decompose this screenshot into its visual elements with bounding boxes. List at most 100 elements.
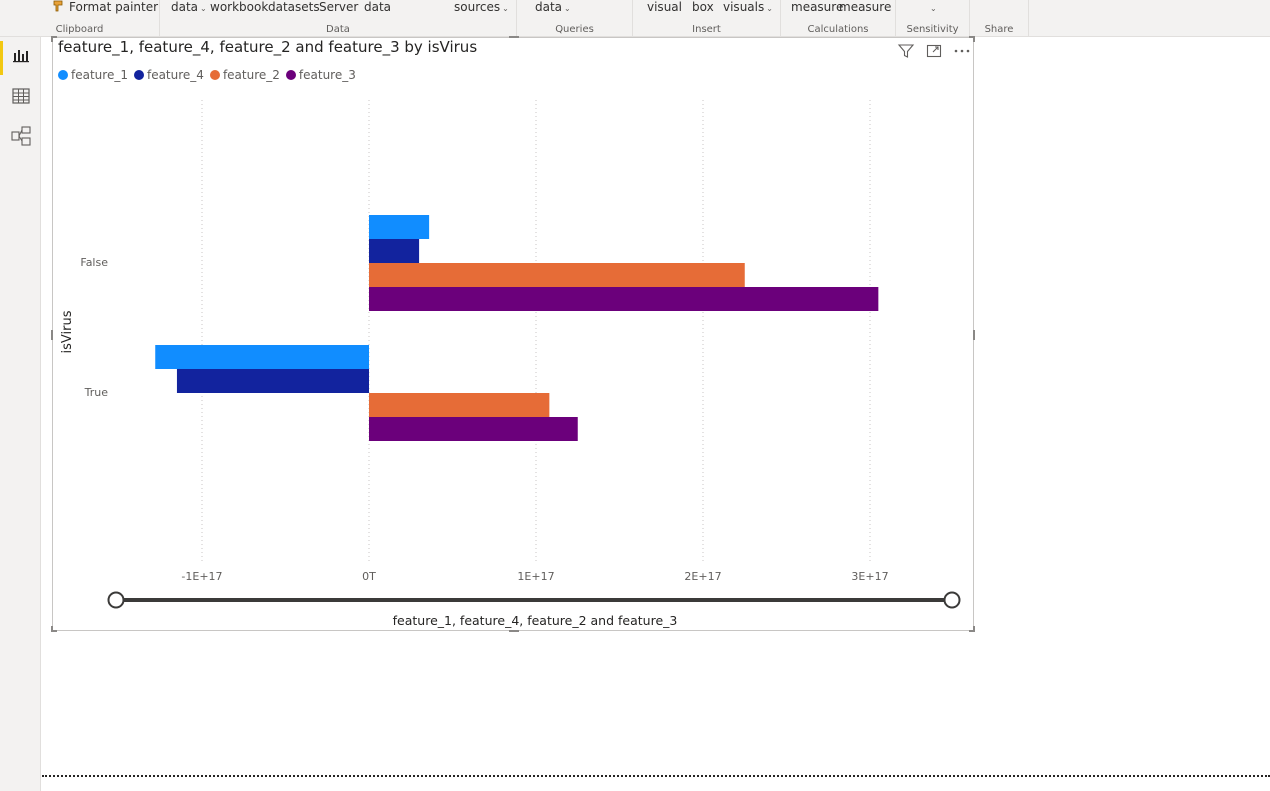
group-name-sensitivity: Sensitivity (906, 24, 959, 35)
bar-feature_4-true[interactable] (176, 369, 369, 393)
get-data-label: data (171, 0, 199, 14)
x-tick-label: 3E+17 (851, 570, 888, 583)
y-axis-title: isVirus (60, 310, 75, 353)
model-view-button[interactable] (10, 125, 32, 147)
enter-data-button[interactable]: data (364, 0, 391, 14)
sensitivity-dropdown[interactable]: ⌄ (928, 0, 937, 16)
resize-handle[interactable] (509, 630, 519, 632)
resize-handle[interactable] (973, 626, 975, 632)
legend-marker (209, 70, 220, 80)
group-name-share: Share (984, 24, 1014, 35)
resize-handle[interactable] (973, 36, 975, 42)
filter-button[interactable] (897, 42, 915, 60)
visual-container[interactable]: feature_1, feature_4, feature_2 and feat… (51, 36, 975, 632)
y-category-label: False (80, 256, 108, 269)
resize-handle[interactable] (969, 36, 975, 38)
x-tick-label: -1E+17 (181, 570, 222, 583)
format-painter-label: Format painter (69, 0, 159, 14)
resize-handle[interactable] (973, 330, 975, 340)
resize-handle[interactable] (51, 330, 53, 340)
bar-feature_3-true[interactable] (369, 417, 578, 441)
focus-mode-button[interactable] (925, 42, 943, 60)
quick-measure-button[interactable]: measure (839, 0, 891, 14)
bar-feature_3-false[interactable] (369, 287, 879, 311)
new-measure-label: measure (791, 0, 844, 14)
recent-sources-label: sources (454, 0, 501, 14)
visual-title: feature_1, feature_4, feature_2 and feat… (58, 38, 478, 56)
transform-data-button[interactable]: data ⌄ (535, 0, 571, 16)
selected-view-indicator (0, 41, 3, 75)
x-tick-label: 1E+17 (517, 570, 554, 583)
format-painter-icon (53, 0, 63, 12)
ribbon-group-calculations: measure measure Calculations (781, 0, 896, 37)
new-measure-button[interactable]: measure (791, 0, 843, 14)
sql-server-button[interactable]: Server (319, 0, 358, 14)
focus-mode-icon (926, 44, 942, 58)
group-name-calculations: Calculations (807, 24, 869, 35)
transform-data-label: data (535, 0, 563, 14)
excel-workbook-label: workbook (210, 0, 269, 14)
chevron-down-icon: ⌄ (502, 4, 509, 13)
sql-server-label: Server (319, 0, 359, 14)
ribbon-group-sensitivity: ⌄ Sensitivity (896, 0, 970, 37)
bar-feature_4-false[interactable] (369, 239, 420, 263)
zoom-slider-end-handle[interactable] (943, 591, 961, 609)
resize-handle[interactable] (51, 36, 53, 42)
page-boundary (42, 775, 1270, 777)
x-axis-title: feature_1, feature_4, feature_2 and feat… (393, 613, 678, 628)
chevron-down-icon: ⌄ (200, 4, 207, 13)
bar-feature_2-false[interactable] (369, 263, 745, 287)
quick-measure-label: measure (839, 0, 892, 14)
group-name-clipboard: Clipboard (55, 24, 104, 35)
report-view-icon (13, 50, 29, 63)
ribbon-group-queries: data ⌄ Queries (517, 0, 633, 37)
legend-label: feature_1 (71, 68, 128, 82)
more-visuals-button[interactable]: visuals ⌄ (723, 0, 773, 16)
x-tick-label: 0T (362, 570, 376, 583)
text-box-label: box (692, 0, 714, 14)
resize-handle[interactable] (509, 36, 519, 38)
text-box-button[interactable]: box (692, 0, 714, 14)
more-options-button[interactable] (953, 42, 971, 60)
data-view-button[interactable] (10, 85, 32, 107)
chart-plot: -1E+17 0T 1E+17 2E+17 3E+17 False True isVirus f… (60, 100, 961, 628)
zoom-slider-start-handle[interactable] (107, 591, 125, 609)
resize-handle[interactable] (51, 36, 57, 38)
recent-sources-button[interactable]: sources ⌄ (454, 0, 509, 16)
pbi-datasets-button[interactable]: datasets (268, 0, 320, 14)
resize-handle[interactable] (51, 626, 53, 632)
bar-feature_1-false[interactable] (369, 215, 430, 239)
filter-icon (897, 44, 915, 58)
ribbon-group-data: data ⌄ workbook datasets Server data sour… (160, 0, 517, 37)
legend-item[interactable]: feature_1 (58, 68, 128, 82)
more-options-icon (954, 49, 970, 53)
resize-handle[interactable] (969, 630, 975, 632)
bar-feature_2-true[interactable] (369, 393, 550, 417)
pbi-datasets-label: datasets (268, 0, 320, 14)
model-view-icon (11, 126, 31, 146)
legend-item[interactable]: feature_4 (133, 68, 204, 82)
legend-item[interactable]: feature_2 (209, 68, 280, 82)
bar-feature_1-true[interactable] (155, 345, 369, 369)
ribbon: Format painter Clipboard data ⌄ workbook … (0, 0, 1270, 37)
get-data-button[interactable]: data ⌄ (171, 0, 207, 16)
new-visual-label: visual (647, 0, 682, 14)
enter-data-label: data (364, 0, 392, 14)
new-visual-button[interactable]: visual (647, 0, 682, 14)
x-tick-label: 2E+17 (684, 570, 721, 583)
group-name-data: Data (326, 24, 350, 35)
chevron-down-icon: ⌄ (930, 4, 937, 13)
group-name-queries: Queries (555, 24, 594, 35)
ribbon-group-clipboard: Format painter Clipboard (0, 0, 160, 37)
group-name-insert: Insert (692, 24, 721, 35)
excel-workbook-button[interactable]: workbook (210, 0, 268, 14)
report-view-button[interactable] (10, 45, 32, 67)
legend-item[interactable]: feature_3 (285, 68, 356, 82)
resize-handle[interactable] (51, 630, 57, 632)
chart-legend: feature_1 feature_4 feature_2 feature_3 (58, 68, 362, 86)
more-visuals-label: visuals (723, 0, 765, 14)
legend-label: feature_3 (298, 68, 356, 82)
legend-label: feature_2 (222, 68, 280, 82)
y-category-label: True (84, 386, 109, 399)
format-painter-button[interactable]: Format painter (52, 0, 158, 14)
